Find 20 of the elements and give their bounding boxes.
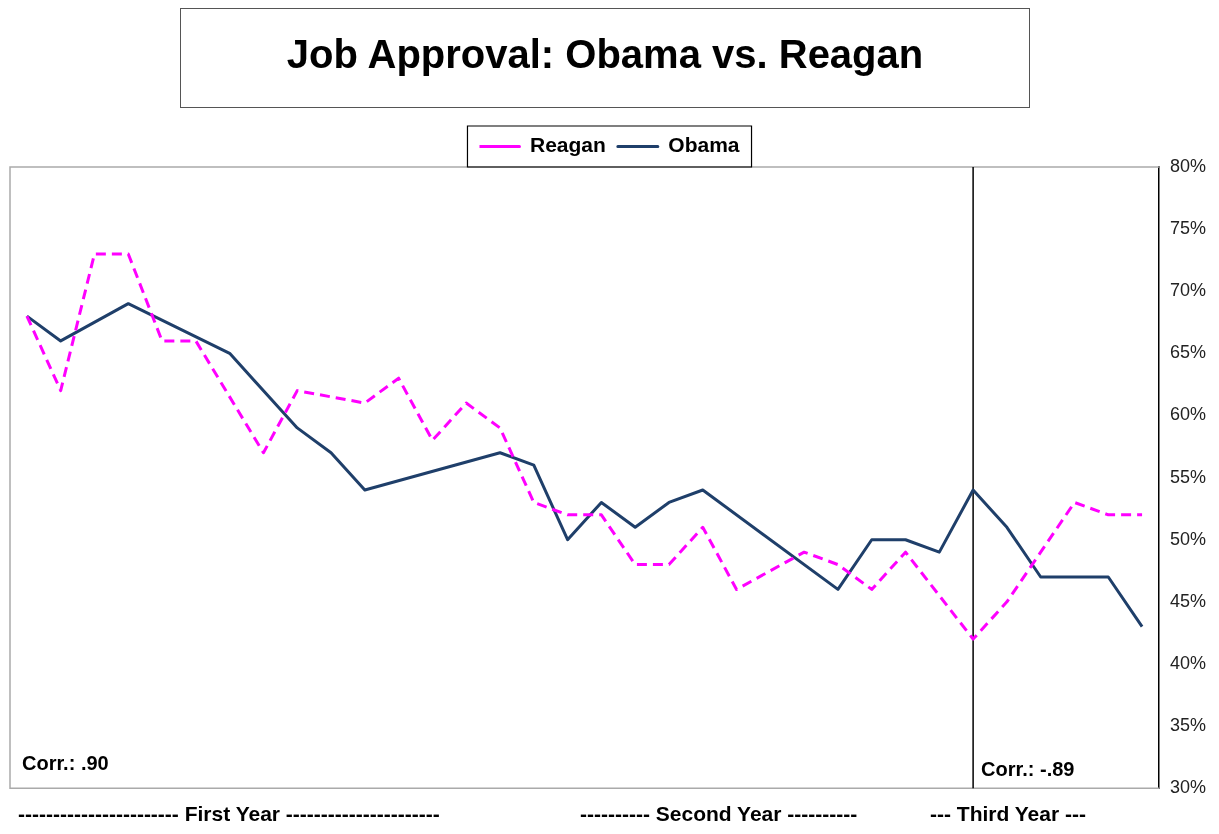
y-tick-label: 35% <box>1169 715 1206 736</box>
y-tick-label: 65% <box>1169 342 1206 363</box>
line-series <box>25 252 1144 641</box>
y-tick-label: 70% <box>1169 280 1206 301</box>
y-tick-label: 30% <box>1169 777 1206 798</box>
y-tick-label: 45% <box>1169 590 1206 611</box>
y-tick-label: 55% <box>1169 466 1206 487</box>
y-tick-label: 60% <box>1169 404 1206 425</box>
y-tick-label: 75% <box>1169 218 1206 239</box>
legend-label: Reagan <box>529 133 606 157</box>
text: --- Third Year --- <box>930 802 1086 826</box>
y-tick-label: 40% <box>1169 652 1206 673</box>
legend-label: Obama <box>668 133 740 157</box>
chart-title: Job Approval: Obama vs. Reagan <box>180 8 1030 108</box>
y-tick-label: 50% <box>1169 528 1206 549</box>
text: ---------- Second Year ---------- <box>580 802 858 826</box>
annotation: Corr.: .90 <box>22 751 109 774</box>
y-tick-label: 80% <box>1169 155 1206 176</box>
text: ----------------------- First Year ---------------------- <box>18 802 440 826</box>
annotation: Corr.: -.89 <box>981 757 1075 780</box>
